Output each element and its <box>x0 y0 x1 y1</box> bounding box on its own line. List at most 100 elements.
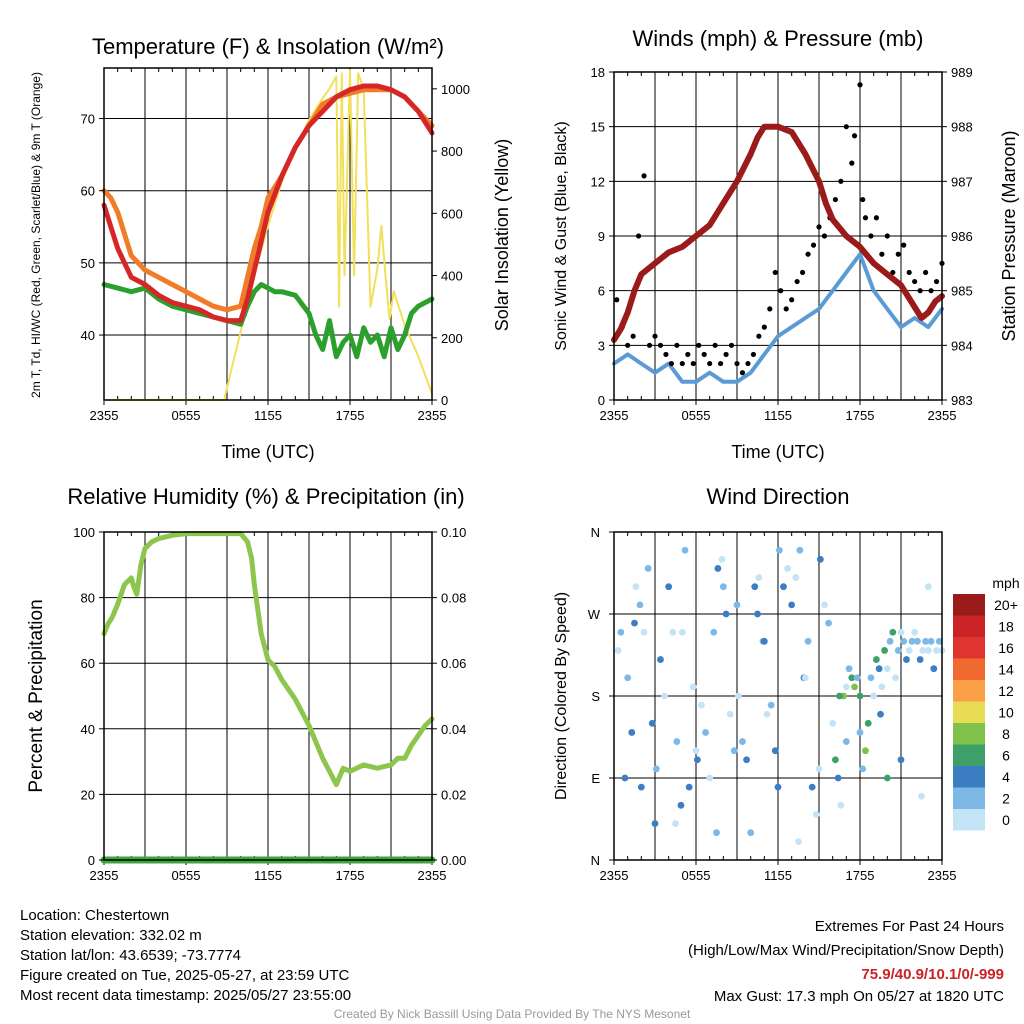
temperature-ylabel-right: Solar Insolation (Yellow) <box>492 139 512 331</box>
direction-point <box>657 656 664 663</box>
direction-point <box>754 610 761 618</box>
temperature-xtick-label: 0555 <box>172 408 201 423</box>
direction-point <box>739 738 746 745</box>
direction-point <box>734 692 742 700</box>
temperature-ytick-right-label: 0 <box>441 393 448 408</box>
legend-swatch <box>953 637 985 659</box>
legend-label: 0 <box>1002 812 1010 828</box>
direction-point <box>651 820 659 827</box>
direction-point <box>640 628 648 636</box>
direction-point <box>836 692 843 700</box>
humidity-border <box>103 531 433 861</box>
direction-point <box>878 683 886 691</box>
winds-gust-point <box>789 297 795 303</box>
winds-ytick-label: 9 <box>598 229 605 244</box>
direction-xtick-label: 2355 <box>600 868 629 883</box>
direction-point <box>801 674 809 682</box>
direction-point <box>677 801 685 809</box>
winds-gust-point <box>718 360 724 367</box>
direction-point <box>706 774 714 782</box>
winds-ytick-right-label: 988 <box>951 120 973 135</box>
direction-point <box>689 683 697 691</box>
winds-gust-point <box>843 124 849 130</box>
humidity-ytick-right-label: 0.02 <box>441 787 466 802</box>
extremes-gust: Max Gust: 17.3 mph On 05/27 at 1820 UTC <box>713 988 1004 1005</box>
direction-point <box>886 637 894 645</box>
direction-point <box>848 674 856 682</box>
winds-gust-point <box>879 251 885 257</box>
legend-swatch <box>953 766 985 788</box>
legend-swatch <box>953 594 985 616</box>
direction-ytick-label: E <box>591 771 600 786</box>
direction-point <box>856 729 864 736</box>
winds-gust-point <box>873 215 880 221</box>
direction-point <box>889 628 897 636</box>
direction-point <box>883 665 891 673</box>
temperature-dewpoint-line <box>101 282 435 360</box>
direction-xtick-label: 2355 <box>928 868 957 883</box>
legend-label: 14 <box>998 661 1014 677</box>
direction-point <box>922 637 929 645</box>
direction-point <box>829 719 837 727</box>
direction-point <box>900 637 908 645</box>
winds-gust-point <box>849 160 855 166</box>
winds-gust-point <box>734 360 740 367</box>
direction-point <box>771 747 779 755</box>
direction-point <box>875 665 883 673</box>
winds-ytick-right-label: 983 <box>951 393 973 408</box>
winds-gust-point <box>663 351 669 358</box>
direction-point <box>911 628 919 636</box>
direction-point <box>780 583 787 591</box>
direction-point <box>632 583 640 591</box>
winds-gust-point <box>794 278 800 285</box>
direction-point <box>637 783 645 791</box>
humidity-ytick-right-label: 0.06 <box>441 656 466 671</box>
direction-point <box>763 710 771 718</box>
winds-gust-point <box>884 233 890 239</box>
legend-swatch <box>953 787 985 809</box>
temperature-xtick-label: 2355 <box>418 408 447 423</box>
winds-gust-point <box>821 233 828 239</box>
winds-gust-point <box>783 306 789 312</box>
direction-point <box>733 601 741 609</box>
winds-gust-point <box>679 360 685 367</box>
winds-ytick-right-label: 984 <box>951 338 973 353</box>
direction-ylabel-left: Direction (Colored By Speed) <box>553 592 570 800</box>
direction-point <box>853 674 861 682</box>
winds-gust-point <box>778 288 784 294</box>
direction-point <box>718 555 726 563</box>
winds-ytick-label: 0 <box>598 393 605 408</box>
direction-ytick-label: W <box>588 607 601 622</box>
direction-point <box>628 729 636 736</box>
winds-gust-point <box>800 269 806 276</box>
direction-point <box>743 756 750 764</box>
winds-ytick-label: 15 <box>591 120 605 135</box>
legend-label: 20+ <box>994 597 1018 613</box>
winds-gust-point <box>816 224 822 230</box>
credit-line: Created By Nick Bassill Using Data Provi… <box>333 1007 691 1021</box>
temperature-ytick-right-label: 600 <box>441 206 463 221</box>
temperature-ytick-right-label: 400 <box>441 269 463 284</box>
winds-gust-point <box>912 278 918 285</box>
direction-point <box>859 765 867 773</box>
direction-point <box>636 601 644 609</box>
direction-point <box>621 774 629 782</box>
extremes-values: 75.9/40.9/10.1/0/-999 <box>861 966 1004 983</box>
winds-gust-point <box>657 342 664 348</box>
winds-gust-point <box>750 351 757 358</box>
humidity-ytick-label: 60 <box>81 656 95 671</box>
temperature-ytick-right-label: 1000 <box>441 82 470 97</box>
direction-point <box>815 765 823 773</box>
winds-gust-point <box>625 342 631 348</box>
direction-point <box>673 738 681 745</box>
winds-ytick-label: 18 <box>591 65 605 80</box>
winds-gust-point <box>838 178 844 184</box>
direction-point <box>692 747 700 755</box>
direction-point <box>837 801 845 809</box>
temperature-ytick-label: 50 <box>81 256 95 271</box>
winds-gust-point <box>728 342 735 348</box>
humidity-ytick-label: 100 <box>73 525 95 540</box>
humidity-panel <box>103 532 433 865</box>
legend-label: 2 <box>1002 790 1010 806</box>
